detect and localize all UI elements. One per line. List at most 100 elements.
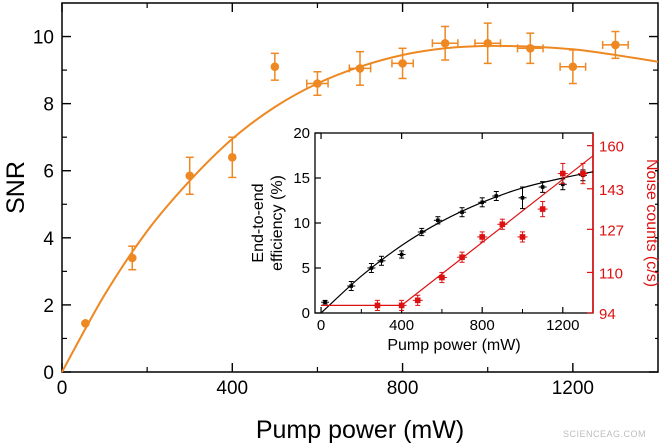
efficiency-marker (379, 259, 384, 263)
x-tick-label: 1200 (552, 378, 594, 399)
inset-y-left-axis-label: End-to-end efficiency (%) (250, 175, 286, 271)
efficiency-marker (399, 252, 404, 257)
noise-data-point (412, 294, 423, 306)
snr-marker (127, 253, 137, 263)
snr-data-point (185, 156, 195, 195)
snr-data-point (348, 50, 372, 86)
snr-marker (568, 62, 578, 72)
inset-x-tick-label: 0 (317, 317, 325, 334)
snr-data-point (516, 32, 544, 65)
noise-marker (459, 254, 465, 261)
snr-data-point (431, 25, 459, 61)
efficiency-marker (349, 284, 354, 288)
inset-y-right-axis-label: Noise counts (c/s) (643, 159, 660, 287)
noise-marker (559, 170, 566, 177)
efficiency-marker (460, 210, 464, 214)
efficiency-data-point (397, 250, 406, 259)
inset-x-tick-label: 1200 (546, 317, 579, 334)
snr-marker (81, 319, 90, 328)
efficiency-data-point (321, 299, 330, 305)
snr-marker (313, 79, 322, 88)
noise-marker (539, 206, 546, 212)
snr-data-point (127, 245, 137, 271)
snr-data-point (601, 30, 629, 60)
inset-y-right-tick-label: 143 (599, 182, 624, 199)
efficiency-marker (419, 230, 424, 234)
snr-marker (227, 153, 237, 162)
noise-data-point (517, 231, 528, 243)
y-tick-label: 10 (33, 28, 54, 49)
x-tick-label: 0 (57, 378, 68, 399)
inset-efficiency-noise-plot: 0 400 800 1200 0 5 10 15 20 94 110 127 143 160 Pump po… (250, 125, 660, 363)
noise-marker (374, 302, 381, 309)
efficiency-data-point (518, 186, 527, 210)
snr-data-point (559, 49, 587, 85)
noise-data-point (537, 200, 548, 218)
snr-marker (611, 40, 620, 50)
inset-y-left-tick-label: 0 (302, 305, 310, 322)
main-axes-frame (61, 2, 659, 373)
efficiency-marker (520, 196, 525, 200)
watermark: SCIENCEAG.COM (562, 429, 646, 439)
inset-y-right-tick-label: 94 (599, 306, 616, 323)
snr-marker (355, 64, 365, 73)
y-tick-label: 6 (43, 162, 54, 183)
x-tick-label: 400 (216, 378, 248, 399)
efficiency-data-point (433, 216, 442, 225)
efficiency-data-point (458, 207, 467, 218)
inset-y-left-tick-label: 5 (302, 260, 310, 277)
noise-data-point (436, 271, 447, 284)
inset-x-axis-label: Pump power (mW) (387, 337, 520, 354)
snr-marker (525, 43, 535, 53)
noise-data-point (396, 299, 407, 311)
noise-marker (414, 297, 421, 304)
snr-marker (440, 38, 450, 48)
noise-marker (398, 302, 405, 309)
noise-marker (479, 234, 486, 240)
efficiency-marker (436, 218, 440, 223)
x-axis-label: Pump power (mW) (256, 416, 464, 443)
snr-data-point (474, 22, 502, 65)
snr-marker (185, 171, 195, 181)
inset-y-right-tick-label: 110 (599, 265, 623, 282)
noise-data-point (497, 218, 508, 230)
efficiency-marker (494, 194, 499, 198)
efficiency-data-point (417, 227, 426, 237)
efficiency-marker (480, 200, 485, 205)
snr-data-point (81, 319, 90, 328)
x-tick-label: 800 (387, 378, 419, 399)
efficiency-marker (540, 185, 545, 189)
y-tick-label: 8 (43, 95, 54, 116)
noise-marker (519, 234, 526, 240)
noise-data-point (477, 231, 488, 243)
snr-data-point (270, 52, 280, 81)
y-tick-label: 2 (43, 296, 54, 317)
efficiency-data-point (367, 263, 376, 273)
snr-marker (483, 38, 493, 48)
snr-data-point (306, 71, 329, 96)
noise-marker (439, 274, 445, 281)
snr-marker (398, 59, 407, 68)
efficiency-data-point (377, 255, 386, 266)
snr-data-point (227, 136, 237, 179)
y-axis-label: SNR (2, 161, 30, 214)
inset-background (259, 125, 655, 363)
inset-x-tick-label: 800 (470, 317, 495, 334)
efficiency-data-point (492, 191, 501, 201)
noise-data-point (577, 162, 588, 185)
inset-y-left-tick-label: 10 (293, 215, 310, 232)
noise-marker (580, 170, 586, 177)
snr-data-point (391, 47, 414, 80)
noise-data-point (372, 299, 383, 311)
y-tick-label: 0 (43, 363, 54, 384)
y-tick-label: 4 (43, 229, 54, 250)
efficiency-data-point (538, 181, 547, 193)
inset-x-tick-label: 400 (389, 317, 414, 334)
snr-marker (270, 62, 280, 72)
noise-data-point (557, 162, 568, 185)
inset-y-left-tick-label: 20 (293, 125, 310, 142)
noise-data-point (457, 251, 468, 263)
efficiency-data-point (347, 281, 356, 291)
